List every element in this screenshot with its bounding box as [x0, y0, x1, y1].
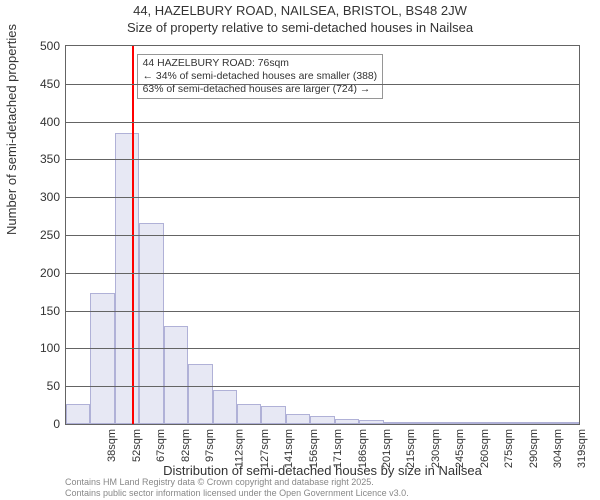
bar [164, 326, 188, 424]
y-tick-label: 50 [26, 379, 60, 393]
bar [481, 422, 505, 424]
y-gridline [66, 311, 579, 312]
bar [139, 223, 163, 424]
footer-line-2: Contains public sector information licen… [65, 488, 409, 498]
y-gridline [66, 348, 579, 349]
chart-title: 44, HAZELBURY ROAD, NAILSEA, BRISTOL, BS… [0, 4, 600, 18]
bar [506, 422, 530, 424]
y-tick-label: 100 [26, 341, 60, 355]
plot-area: 44 HAZELBURY ROAD: 76sqm ← 34% of semi-d… [65, 45, 580, 425]
y-gridline [66, 197, 579, 198]
x-tick-label: 97sqm [204, 429, 216, 462]
x-tick-label: 82sqm [180, 429, 192, 462]
bar [335, 419, 359, 424]
bar [384, 422, 408, 424]
bar [408, 422, 432, 424]
bar [188, 364, 212, 424]
y-tick-label: 250 [26, 228, 60, 242]
bar [213, 390, 237, 424]
y-tick-label: 350 [26, 152, 60, 166]
bar [310, 416, 334, 424]
bar [286, 414, 310, 424]
bar [432, 422, 456, 424]
bar [457, 422, 481, 424]
y-tick-label: 500 [26, 39, 60, 53]
y-gridline [66, 159, 579, 160]
footer-attribution: Contains HM Land Registry data © Crown c… [65, 477, 409, 498]
bar [237, 404, 261, 424]
y-axis-label: Number of semi-detached properties [4, 24, 19, 235]
y-gridline [66, 235, 579, 236]
y-gridline [66, 386, 579, 387]
footer-line-1: Contains HM Land Registry data © Crown c… [65, 477, 409, 487]
x-axis-label: Distribution of semi-detached houses by … [65, 463, 580, 478]
annotation-line-2: ← 34% of semi-detached houses are smalle… [143, 70, 377, 83]
chart-subtitle: Size of property relative to semi-detach… [0, 20, 600, 35]
bar [359, 420, 383, 424]
y-tick-label: 200 [26, 266, 60, 280]
y-tick-label: 300 [26, 190, 60, 204]
bar [115, 133, 139, 424]
y-gridline [66, 84, 579, 85]
x-tick-label: 112sqm [234, 429, 246, 467]
y-tick-label: 150 [26, 304, 60, 318]
x-tick-label: 38sqm [106, 429, 118, 462]
annotation-box: 44 HAZELBURY ROAD: 76sqm ← 34% of semi-d… [137, 54, 383, 99]
y-tick-label: 400 [26, 115, 60, 129]
bar [90, 293, 114, 424]
y-tick-label: 450 [26, 77, 60, 91]
x-tick-label: 52sqm [131, 429, 143, 462]
y-tick-label: 0 [26, 417, 60, 431]
annotation-line-1: 44 HAZELBURY ROAD: 76sqm [143, 57, 377, 70]
y-gridline [66, 122, 579, 123]
bar [555, 422, 579, 424]
x-tick-label: 67sqm [155, 429, 167, 462]
bar [66, 404, 90, 424]
bar [261, 406, 285, 424]
y-gridline [66, 273, 579, 274]
annotation-line-3: 63% of semi-detached houses are larger (… [143, 83, 377, 96]
bar [530, 422, 554, 424]
